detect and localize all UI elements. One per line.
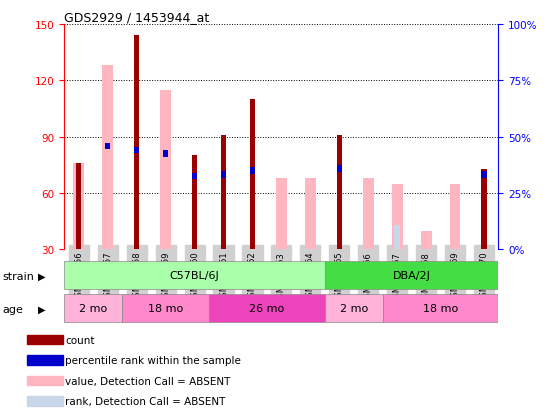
- Bar: [27, 335, 63, 344]
- Bar: [27, 396, 63, 406]
- Bar: [325, 295, 382, 323]
- Bar: [134, 36, 139, 250]
- Bar: [382, 295, 498, 323]
- Bar: [250, 168, 255, 174]
- Bar: [27, 376, 63, 385]
- Bar: [482, 169, 487, 250]
- Bar: [64, 295, 122, 323]
- Text: ▶: ▶: [38, 271, 45, 281]
- Text: ▶: ▶: [38, 304, 45, 314]
- Bar: [192, 173, 197, 180]
- Bar: [221, 171, 226, 178]
- Bar: [134, 147, 139, 154]
- Text: GDS2929 / 1453944_at: GDS2929 / 1453944_at: [64, 11, 209, 24]
- Bar: [122, 295, 209, 323]
- Text: C57BL/6J: C57BL/6J: [170, 271, 220, 281]
- Text: 18 mo: 18 mo: [148, 304, 183, 314]
- Text: count: count: [65, 335, 95, 345]
- Bar: [221, 135, 226, 250]
- Bar: [192, 156, 197, 250]
- Bar: [305, 178, 316, 250]
- Text: 26 mo: 26 mo: [249, 304, 284, 314]
- Bar: [250, 100, 255, 250]
- Bar: [337, 166, 342, 173]
- Bar: [421, 231, 432, 250]
- Bar: [391, 184, 403, 250]
- Text: rank, Detection Call = ABSENT: rank, Detection Call = ABSENT: [65, 396, 225, 406]
- Bar: [73, 164, 85, 250]
- Bar: [394, 225, 400, 250]
- Bar: [363, 178, 374, 250]
- Bar: [76, 178, 82, 250]
- Bar: [102, 66, 113, 250]
- Text: value, Detection Call = ABSENT: value, Detection Call = ABSENT: [65, 376, 230, 386]
- Bar: [209, 295, 325, 323]
- Bar: [76, 164, 81, 250]
- Bar: [64, 262, 325, 290]
- Bar: [423, 250, 430, 265]
- Bar: [276, 178, 287, 250]
- Text: 2 mo: 2 mo: [339, 304, 368, 314]
- Bar: [337, 135, 342, 250]
- Bar: [163, 151, 168, 157]
- Text: age: age: [3, 304, 24, 314]
- Bar: [105, 143, 110, 150]
- Text: DBA/2J: DBA/2J: [393, 271, 431, 281]
- Bar: [27, 356, 63, 365]
- Bar: [325, 262, 498, 290]
- Text: strain: strain: [3, 271, 35, 281]
- Text: 2 mo: 2 mo: [79, 304, 108, 314]
- Bar: [160, 90, 171, 250]
- Bar: [482, 171, 487, 178]
- Bar: [450, 184, 460, 250]
- Text: percentile rank within the sample: percentile rank within the sample: [65, 355, 241, 365]
- Text: 18 mo: 18 mo: [423, 304, 458, 314]
